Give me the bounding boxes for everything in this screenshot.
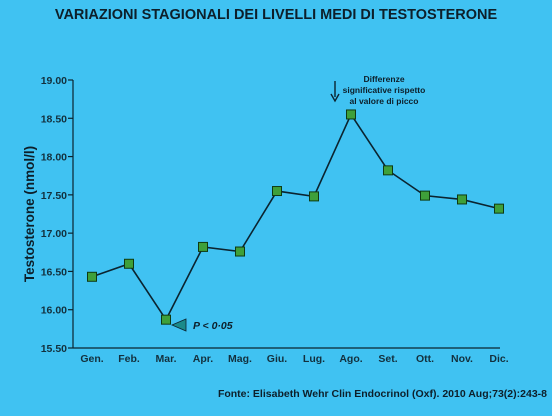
data-point — [383, 165, 393, 176]
p-value-label: P < 0·05 — [193, 320, 233, 332]
y-tick-label: 16.00 — [41, 305, 67, 317]
data-point — [309, 191, 319, 202]
data-point — [272, 186, 282, 197]
x-tick-label: Ago. — [339, 353, 362, 365]
y-tick-label: 15.50 — [41, 343, 67, 355]
x-tick-label: Feb. — [118, 353, 140, 365]
axes — [72, 80, 500, 349]
data-point — [457, 194, 467, 205]
y-axis-label: Testosterone (nmol/l) — [22, 146, 37, 282]
x-tick-label: Lug. — [303, 353, 325, 365]
data-point — [235, 246, 245, 257]
p-value-annotation: P < 0·05 — [170, 318, 233, 332]
data-point — [161, 314, 171, 325]
data-point — [346, 109, 356, 120]
y-tick-label: 18.00 — [41, 152, 67, 164]
peak-annotation: Differenze significative rispetto al val… — [330, 74, 426, 106]
x-tick-label: Dic. — [489, 353, 508, 365]
x-tick-label: Nov. — [451, 353, 473, 365]
peak-note-line-3: al valore di picco — [350, 96, 419, 106]
x-tick-label: Ott. — [416, 353, 434, 365]
data-point — [494, 203, 504, 214]
peak-arrow-down-icon — [330, 93, 340, 103]
series — [87, 109, 504, 325]
x-tick-label: Apr. — [193, 353, 214, 365]
x-tick-label: Giu. — [267, 353, 287, 365]
data-point — [198, 241, 208, 252]
y-ticks: 15.50 16.00 16.50 17.00 17.50 18.00 18.50 19.00 — [41, 75, 73, 355]
peak-note-line-1: Differenze — [363, 74, 404, 84]
x-tick-label: Gen. — [80, 353, 103, 365]
data-point — [420, 190, 430, 201]
x-tick-label: Mar. — [155, 353, 176, 365]
x-tick-label: Mag. — [228, 353, 252, 365]
y-tick-label: 18.50 — [41, 113, 67, 125]
y-tick-label: 17.50 — [41, 190, 67, 202]
peak-note-line-2: significative rispetto — [343, 85, 426, 95]
data-point — [87, 271, 97, 282]
triangle-marker-icon — [170, 318, 187, 332]
y-tick-label: 16.50 — [41, 266, 67, 278]
x-tick-label: Set. — [378, 353, 397, 365]
y-tick-label: 17.00 — [41, 228, 67, 240]
series-line — [91, 112, 500, 322]
x-ticks: Gen. Feb. Mar. Apr. Mag. Giu. Lug. Ago. Set. Ott.… — [80, 353, 508, 365]
data-point — [124, 258, 134, 269]
source-citation: Fonte: Elisabeth Wehr Clin Endocrinol (O… — [218, 388, 547, 400]
y-tick-label: 19.00 — [41, 75, 67, 87]
chart-title: VARIAZIONI STAGIONALI DEI LIVELLI MEDI D… — [55, 7, 498, 23]
